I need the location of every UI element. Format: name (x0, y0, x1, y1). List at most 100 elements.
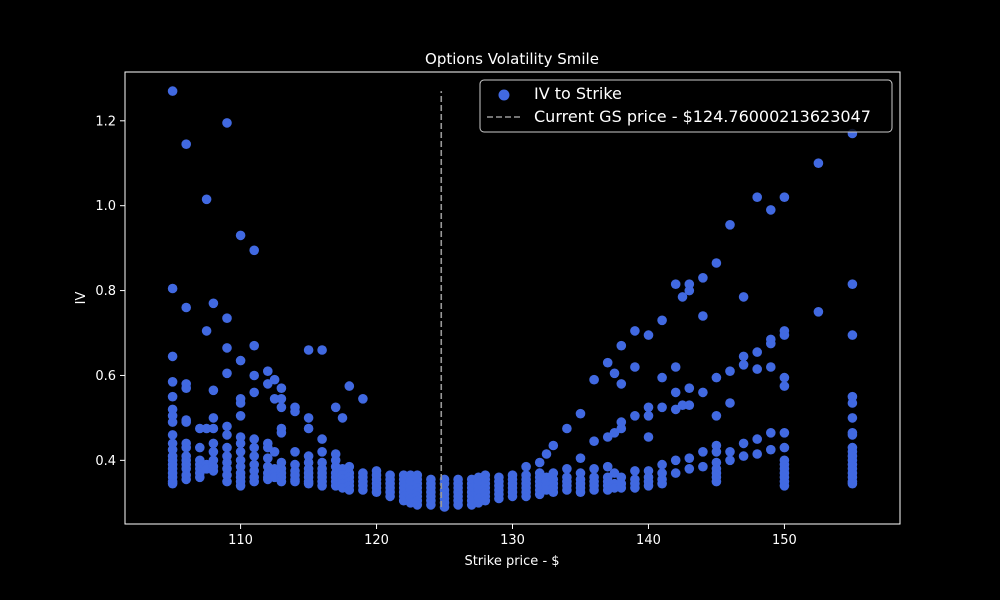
data-point (269, 374, 280, 385)
data-point (630, 483, 640, 493)
data-point (711, 476, 722, 487)
y-tick-label: 0.8 (95, 284, 116, 299)
data-point (609, 368, 620, 379)
data-point (630, 362, 640, 372)
data-point (235, 355, 246, 366)
legend-marker-scatter (498, 89, 510, 101)
data-point (249, 476, 259, 487)
legend-label-vline: Current GS price - $124.76000213623047 (534, 107, 871, 126)
data-point (657, 315, 667, 326)
data-point (167, 430, 178, 440)
data-point (779, 442, 790, 453)
data-point (779, 381, 790, 391)
data-point (847, 330, 858, 340)
data-point (167, 283, 178, 294)
data-point (303, 423, 314, 434)
data-point (548, 440, 559, 451)
data-point (548, 487, 559, 498)
x-tick-label: 150 (772, 533, 797, 548)
data-point (779, 481, 790, 491)
data-point (201, 423, 212, 434)
data-point (813, 307, 824, 317)
data-point (670, 468, 681, 478)
data-point (684, 285, 695, 296)
data-point (303, 345, 314, 355)
data-point (276, 394, 287, 404)
data-point (222, 118, 232, 128)
x-tick-label: 120 (364, 533, 389, 548)
y-tick-label: 0.4 (95, 454, 116, 469)
data-point (847, 413, 858, 423)
data-point (208, 447, 219, 457)
data-point (181, 139, 191, 149)
data-point (698, 273, 708, 283)
x-tick-label: 130 (500, 533, 525, 548)
data-point (521, 491, 531, 502)
data-point (725, 447, 735, 457)
data-point (766, 205, 776, 215)
data-point (208, 438, 219, 449)
data-point (847, 398, 858, 408)
points-layer (167, 86, 858, 512)
data-point (426, 500, 436, 510)
data-point (222, 442, 232, 453)
data-point (575, 408, 586, 419)
data-point (201, 194, 212, 205)
data-point (711, 372, 722, 383)
data-point (766, 444, 776, 455)
data-point (167, 478, 178, 489)
data-point (779, 330, 790, 340)
data-point (439, 502, 450, 512)
data-point (677, 400, 688, 411)
data-point (344, 485, 355, 495)
data-point (181, 302, 191, 313)
data-point (677, 292, 688, 302)
data-point (208, 298, 219, 309)
data-point (698, 447, 708, 457)
data-point (698, 387, 708, 398)
data-point (358, 394, 368, 404)
data-point (616, 340, 627, 351)
data-point (670, 279, 681, 290)
data-point (235, 411, 246, 421)
data-point (738, 438, 749, 449)
data-point (711, 411, 722, 421)
data-point (752, 192, 762, 202)
data-point (167, 351, 178, 362)
legend-box (479, 79, 893, 133)
data-point (290, 447, 300, 457)
data-point (725, 220, 735, 230)
y-tick-label: 1.0 (95, 199, 116, 214)
data-point (181, 474, 191, 485)
data-point (698, 461, 708, 472)
data-point (276, 383, 287, 394)
data-point (249, 245, 259, 256)
data-point (752, 347, 762, 357)
data-point (249, 434, 259, 444)
data-point (779, 192, 790, 202)
data-point (195, 442, 205, 453)
data-point (330, 402, 341, 413)
data-point (684, 453, 695, 464)
data-point (385, 491, 395, 502)
data-point (630, 466, 640, 476)
data-point (589, 485, 599, 495)
data-point (249, 451, 259, 461)
data-point (521, 461, 531, 472)
legend-label-series: IV to Strike (534, 84, 622, 103)
data-point (589, 436, 599, 447)
data-point (752, 434, 762, 444)
data-point (344, 381, 355, 391)
data-point (235, 438, 246, 449)
data-point (575, 453, 586, 464)
data-point (276, 428, 287, 438)
data-point (290, 406, 300, 417)
data-point (711, 447, 722, 457)
data-point (195, 472, 205, 483)
data-point (670, 455, 681, 466)
data-point (453, 500, 463, 510)
data-point (222, 421, 232, 432)
data-point (541, 449, 552, 459)
data-point (235, 447, 246, 457)
